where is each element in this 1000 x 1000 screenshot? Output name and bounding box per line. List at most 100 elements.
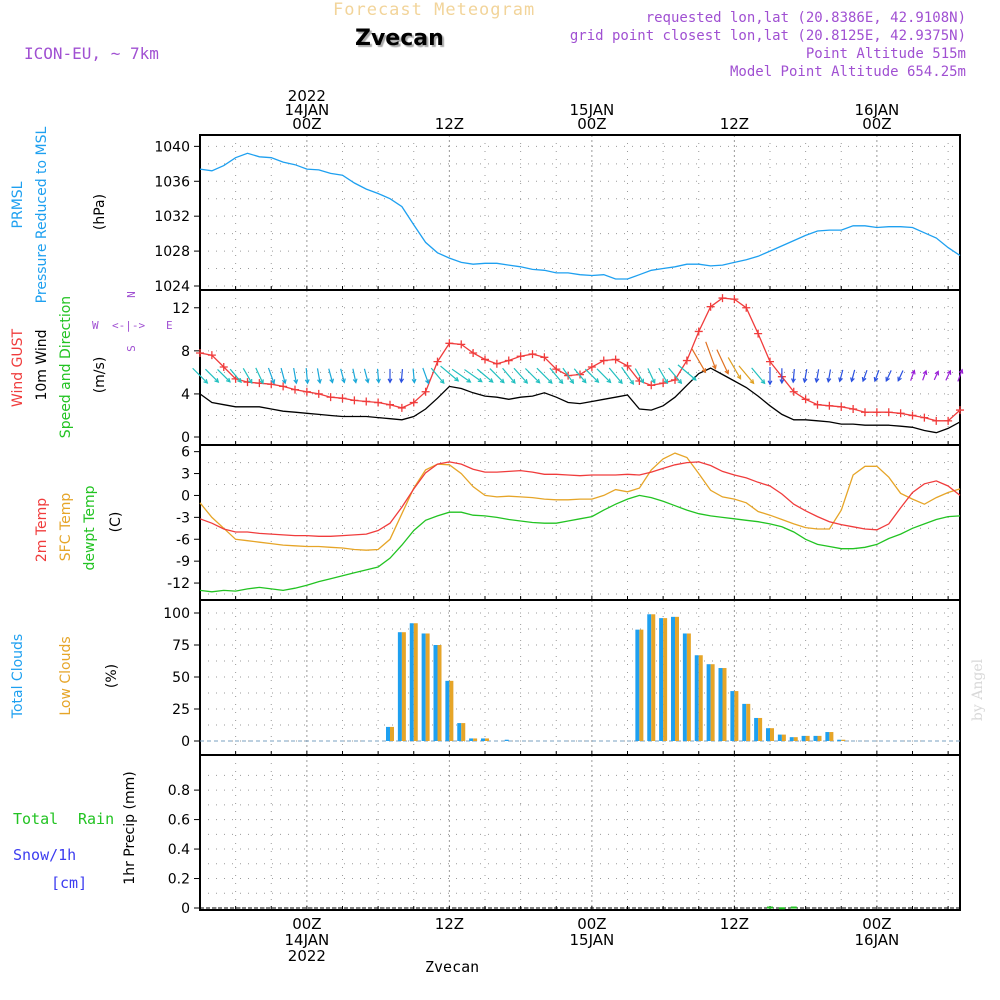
wind-arrow-head xyxy=(749,379,755,385)
wind-arrow-head xyxy=(425,379,430,385)
wind-arrow-shaft xyxy=(827,369,832,382)
wind-direction-arrow xyxy=(229,368,242,384)
low-clouds-bar xyxy=(746,703,751,741)
wind-direction-arrow xyxy=(838,369,844,383)
wind-ytick-label: 8 xyxy=(181,344,190,360)
wind-direction-arrow xyxy=(910,369,916,381)
wind-arrow-head xyxy=(569,379,575,385)
wind-arrow-head xyxy=(454,376,460,382)
wind-gust-marker xyxy=(694,327,703,336)
wind-arrow-head xyxy=(594,378,600,384)
wind-arrow-shaft xyxy=(691,348,706,373)
wind-gust-marker xyxy=(623,361,632,370)
wind-arrow-head xyxy=(466,378,472,383)
wind-arrow-head xyxy=(535,378,541,384)
total-clouds-bar xyxy=(659,618,664,741)
wind-direction-arrow xyxy=(897,370,904,382)
wind-arrow-head xyxy=(259,379,264,385)
wind-gust-marker xyxy=(908,411,917,420)
wind-arrow-head xyxy=(248,378,253,385)
bottom-time-label: 00Z xyxy=(292,915,321,933)
wind-gust-marker xyxy=(457,340,466,349)
wind-direction-arrow xyxy=(596,368,612,384)
wind-gust-marker xyxy=(421,387,430,396)
wind-direction-arrow xyxy=(422,367,430,385)
prmsl-ytick-label: 1032 xyxy=(154,209,190,225)
precip-frame xyxy=(199,754,961,911)
wind-gust-marker xyxy=(742,303,751,312)
wind-arrow-head xyxy=(934,370,940,376)
wind-direction-arrow xyxy=(691,348,707,374)
wind-arrow-head xyxy=(317,378,322,385)
wind-direction-arrow xyxy=(411,368,417,384)
low-clouds-bar xyxy=(401,632,406,741)
wind-arrow-shaft xyxy=(874,369,880,382)
wind-arrow-head xyxy=(736,374,742,380)
prmsl-ytick-label: 1024 xyxy=(154,279,190,295)
total-clouds-bar xyxy=(730,691,735,741)
wind-arrow-shaft xyxy=(451,368,471,383)
top-time-label: 00Z xyxy=(862,115,891,133)
wind-arrow-head xyxy=(663,379,669,385)
wind-arrow-shaft xyxy=(255,367,264,384)
precip-ytick-label: 0.4 xyxy=(168,842,190,858)
wind-arrow-head xyxy=(922,369,928,375)
wind-direction-arrow xyxy=(464,369,483,383)
wind-gust-marker xyxy=(789,387,798,396)
wind-direction-arrow xyxy=(791,369,796,384)
wind-direction-arrow xyxy=(489,368,505,384)
wind-gust-marker xyxy=(599,356,608,365)
wind-arrow-shaft xyxy=(957,369,963,382)
wind-gust-marker xyxy=(659,379,668,388)
total-clouds-bar xyxy=(789,737,794,741)
requested-coordinates: requested lon,lat (20.8386E, 42.9108N) xyxy=(645,10,966,26)
total-clouds-bar xyxy=(445,680,450,741)
wind-arrow-shaft xyxy=(422,367,429,384)
wind-direction-arrow xyxy=(536,367,553,384)
wind-direction-arrow xyxy=(584,368,600,384)
wind-gust-marker xyxy=(291,385,299,394)
low-clouds-bar xyxy=(485,738,489,741)
wind-arrow-head xyxy=(779,379,785,385)
top-time-label: 15JAN xyxy=(570,101,615,119)
wind-arrow-shaft xyxy=(549,367,564,384)
top-time-label: 2022 xyxy=(288,87,326,105)
wind-gust-marker xyxy=(481,355,489,364)
wind-direction-arrow xyxy=(242,367,253,385)
total-clouds-bar xyxy=(706,664,711,741)
total-clouds-bar xyxy=(397,632,402,741)
wind-gust-marker xyxy=(433,357,442,366)
wind-direction-arrow xyxy=(826,369,832,383)
low-clouds-bar xyxy=(473,738,478,741)
wind-gust-marker xyxy=(730,295,739,304)
top-time-label: 12Z xyxy=(720,115,749,133)
wind-gust-marker xyxy=(469,349,478,357)
bottom-time-label: 12Z xyxy=(720,915,749,933)
wind-arrow-head xyxy=(270,379,276,385)
wind-arrow-shaft xyxy=(658,367,668,384)
low-clouds-bar xyxy=(651,614,656,741)
low-clouds-bar xyxy=(758,717,763,741)
wind-arrow-head xyxy=(791,378,796,384)
wind-arrow-head xyxy=(523,378,529,384)
bottom-time-label: 16JAN xyxy=(855,931,900,949)
wind-gust-marker xyxy=(409,398,418,407)
wind-gust-marker xyxy=(932,416,941,425)
wind-direction-arrow xyxy=(945,369,952,381)
wind-arrow-head xyxy=(651,378,656,385)
wind-arrow-head xyxy=(387,378,393,384)
wind-arrow-head xyxy=(341,378,346,384)
compass-arrows: <-|-> xyxy=(112,319,146,332)
wind-arrow-shaft xyxy=(668,367,682,384)
wind-arrow-head xyxy=(606,378,612,384)
wind-direction-arrow xyxy=(573,368,587,384)
wind-arrow-head xyxy=(861,376,867,383)
bottom-time-label: 12Z xyxy=(435,915,464,933)
wind-arrow-shaft xyxy=(229,368,242,383)
wind-arrow-shaft xyxy=(363,368,369,383)
wind-arrow-shaft xyxy=(596,368,611,383)
wind-gust-marker xyxy=(576,370,584,379)
low-clouds-bar xyxy=(722,668,727,741)
wind-arrow-shaft xyxy=(316,368,321,383)
